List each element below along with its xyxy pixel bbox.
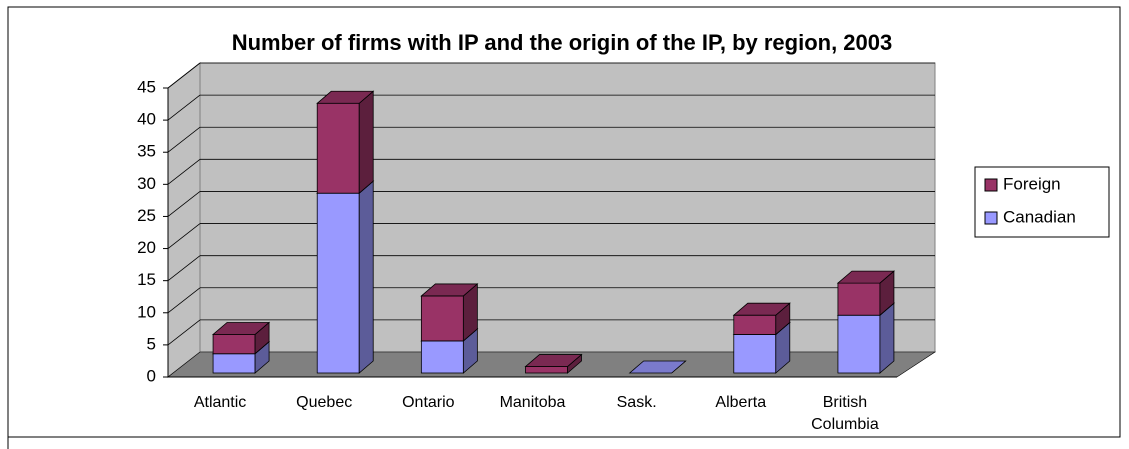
grid-line (167, 191, 201, 217)
y-tick-label: 15 (137, 270, 156, 289)
side-wall (167, 61, 201, 379)
y-tick-label: 45 (137, 77, 156, 96)
y-tick-label: 30 (137, 174, 156, 193)
legend-label: Canadian (1003, 207, 1076, 226)
x-tick-label: British Columbia (811, 394, 879, 433)
bar-top (628, 360, 687, 374)
y-tick-label: 25 (137, 206, 156, 225)
x-tick-label: Sask. (616, 394, 657, 411)
bar (525, 366, 568, 374)
y-tick-label: 5 (147, 334, 156, 353)
x-tick-label: Ontario (402, 394, 455, 411)
bar (316, 102, 360, 194)
grid-line (167, 319, 201, 346)
x-tick-label: Quebec (296, 394, 353, 411)
bar-side (358, 180, 374, 374)
bar (212, 353, 256, 374)
bar-top (524, 354, 583, 367)
legend-label: Foreign (1003, 174, 1061, 193)
legend-swatch (984, 178, 998, 192)
grid-line (167, 287, 201, 314)
bar-top (211, 322, 271, 335)
y-tick-label: 10 (137, 302, 156, 321)
back-wall (199, 62, 936, 353)
y-tick-label: 35 (137, 142, 156, 161)
y-tick-label: 20 (137, 238, 156, 257)
bar-top (732, 302, 791, 316)
bar (420, 340, 464, 374)
chart-title: Number of firms with IP and the origin o… (232, 30, 893, 55)
bar-side (358, 90, 374, 195)
legend-swatch (984, 211, 998, 225)
bar (837, 282, 881, 316)
x-tick-label: Alberta (715, 394, 767, 411)
bar (316, 192, 360, 374)
grid-line (167, 159, 201, 185)
y-tick-label: 0 (147, 366, 156, 385)
x-tick-label: Atlantic (193, 394, 247, 411)
bar-top (836, 270, 896, 284)
bar (212, 334, 256, 355)
bar (733, 334, 777, 374)
grid-line (167, 62, 201, 89)
bar (733, 314, 777, 335)
bar (420, 295, 464, 342)
bar-top (420, 283, 479, 297)
x-tick-label: Manitoba (499, 394, 566, 411)
grid-line (167, 126, 201, 153)
bar (837, 314, 881, 374)
grid-line (167, 94, 201, 121)
grid-line (167, 255, 201, 281)
y-tick-label: 40 (137, 110, 156, 129)
grid-line (167, 223, 201, 249)
bar-top (316, 90, 375, 104)
